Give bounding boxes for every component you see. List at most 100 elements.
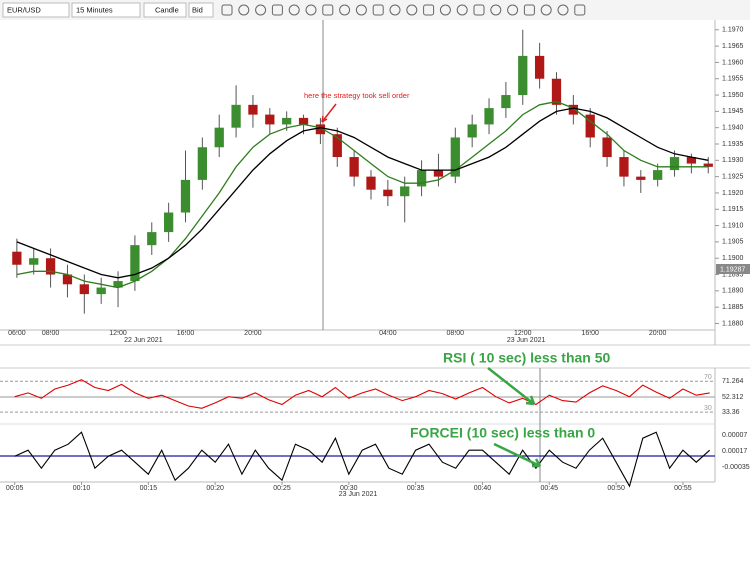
- toolbar-icons: [221, 4, 586, 16]
- candle-body: [130, 245, 140, 282]
- toolbar-icon[interactable]: [238, 4, 250, 16]
- toolbar-icon[interactable]: [305, 4, 317, 16]
- time-tick-label: 00:10: [73, 485, 91, 492]
- time-tick-label: 00:20: [206, 485, 224, 492]
- timeframe-select[interactable]: [71, 2, 141, 18]
- toolbar-icon[interactable]: [255, 4, 267, 16]
- time-tick-label: 08:00: [42, 330, 60, 337]
- price-tag: [716, 264, 750, 274]
- candle-body: [45, 258, 56, 275]
- price-tick-label: 1.1950: [722, 92, 744, 99]
- price-tick-label: 1.1920: [722, 190, 744, 197]
- candle-body: [147, 232, 157, 246]
- candle-body: [113, 281, 123, 288]
- price-tag-label: 1.19287: [720, 266, 745, 273]
- toolbar-icon[interactable]: [271, 4, 283, 16]
- toolbar-icon[interactable]: [423, 4, 435, 16]
- annotation-arrow: [487, 367, 536, 406]
- price-side-select[interactable]: [188, 2, 214, 18]
- candle-body: [568, 104, 578, 115]
- price-tick-label: 1.1940: [722, 125, 744, 132]
- candle-body: [265, 114, 275, 125]
- annotation: here the strategy took sell order: [304, 91, 410, 100]
- candle-body: [518, 55, 528, 96]
- chart-type-select[interactable]: [143, 2, 187, 18]
- indicator-line: [14, 431, 711, 488]
- time-tick-label: 20:00: [649, 330, 667, 337]
- toolbar-icon[interactable]: [540, 4, 552, 16]
- toolbar-icon[interactable]: [389, 4, 401, 16]
- candle-body: [298, 117, 309, 125]
- time-tick-label: 00:25: [273, 485, 291, 492]
- date-label: 23 Jun 2021: [339, 491, 378, 498]
- candle-body: [653, 170, 663, 180]
- toolbar-icon[interactable]: [456, 4, 468, 16]
- candle-body: [602, 137, 612, 158]
- time-tick-label: 16:00: [581, 330, 599, 337]
- price-side: Bid: [192, 5, 203, 14]
- candle-body: [96, 287, 106, 295]
- candle-body: [349, 157, 359, 177]
- price-tick-label: 1.1880: [722, 320, 744, 327]
- candle-body: [450, 137, 460, 177]
- time-tick-label: 00:45: [541, 485, 559, 492]
- price-tick-label: 1.1915: [722, 206, 744, 213]
- level-label: 70: [704, 374, 712, 381]
- toolbar-icon[interactable]: [523, 4, 535, 16]
- indicator-readout: 0.00017: [722, 448, 747, 455]
- candle-body: [29, 258, 39, 265]
- candle-body: [315, 124, 326, 135]
- candle-body: [400, 186, 410, 197]
- toolbar-icon[interactable]: [507, 4, 519, 16]
- toolbar-icon[interactable]: [406, 4, 418, 16]
- symbol-select[interactable]: [2, 2, 70, 18]
- candle-body: [248, 104, 258, 115]
- time-tick-label: 00:50: [607, 485, 625, 492]
- annotation: FORCEI (10 sec) less than 0: [410, 425, 595, 441]
- candle-body: [484, 108, 494, 125]
- toolbar-icon[interactable]: [355, 4, 367, 16]
- toolbar-icon[interactable]: [490, 4, 502, 16]
- candle-body: [467, 124, 477, 138]
- price-tick-label: 1.1910: [722, 222, 744, 229]
- candle-body: [163, 212, 174, 233]
- time-tick-label: 12:00: [514, 330, 532, 337]
- candle-body: [366, 176, 376, 190]
- toolbar-icon[interactable]: [574, 4, 586, 16]
- chart-type: Candle: [155, 5, 179, 14]
- candle-body: [214, 127, 224, 148]
- price-tick-label: 1.1885: [722, 304, 744, 311]
- candle-body: [197, 147, 207, 180]
- toolbar-icon[interactable]: [322, 4, 334, 16]
- annotation-arrow: [493, 442, 542, 468]
- symbol: EUR/USD: [7, 5, 41, 14]
- candle-body: [62, 274, 73, 285]
- indicator-readout: 71.264: [722, 378, 744, 385]
- toolbar-icon[interactable]: [339, 4, 351, 16]
- toolbar-icon[interactable]: [288, 4, 300, 16]
- time-tick-label: 12:00: [109, 330, 127, 337]
- time-tick-label: 16:00: [177, 330, 195, 337]
- indicator-line: [14, 379, 710, 409]
- toolbar-icon[interactable]: [221, 4, 233, 16]
- candle-body: [231, 104, 241, 128]
- annotation: RSI ( 10 sec) less than 50: [443, 350, 611, 366]
- toolbar-icon[interactable]: [473, 4, 485, 16]
- time-tick-label: 08:00: [447, 330, 465, 337]
- candle-body: [501, 95, 511, 109]
- toolbar-icon[interactable]: [557, 4, 569, 16]
- time-tick-label: 20:00: [244, 330, 262, 337]
- price-tick-label: 1.1935: [722, 141, 744, 148]
- candle-body: [686, 157, 697, 164]
- date-label: 23 Jun 2021: [507, 337, 546, 344]
- price-tick-label: 1.1900: [722, 255, 744, 262]
- toolbar-icon[interactable]: [439, 4, 451, 16]
- indicator-readout: 33.36: [722, 409, 740, 416]
- price-tick-label: 1.1905: [722, 239, 744, 246]
- moving-average: [16, 107, 709, 279]
- candle-body: [636, 176, 646, 180]
- time-tick-label: 00:30: [340, 485, 358, 492]
- indicator-readout: -0.00035: [722, 464, 750, 471]
- timeframe: 15 Minutes: [76, 5, 113, 14]
- toolbar-icon[interactable]: [372, 4, 384, 16]
